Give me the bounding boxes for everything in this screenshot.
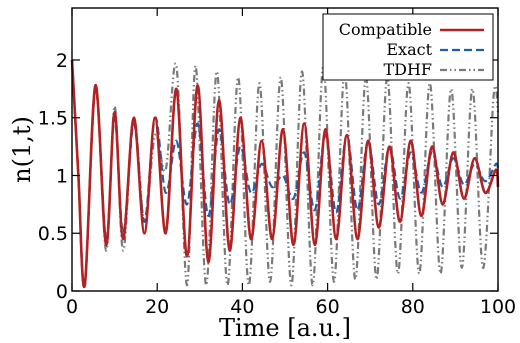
x-tick-label: 0 — [66, 296, 78, 318]
x-tick-label: 100 — [480, 296, 516, 318]
series-line-compatible — [70, 59, 500, 289]
y-tick-label: 0 — [56, 281, 68, 303]
y-axis-title: n(1,t) — [8, 116, 36, 183]
y-tick-label: 2 — [56, 50, 68, 72]
y-tick-label: 0.5 — [38, 223, 68, 245]
x-tick-label: 20 — [145, 296, 169, 318]
legend-label-exact: Exact — [386, 40, 432, 59]
x-axis-title: Time [a.u.] — [219, 314, 351, 342]
axis-ticks: 0 20 40 60 80 100 0 0.5 1 1.5 2 — [38, 8, 516, 318]
legend-label-compatible: Compatible — [339, 20, 432, 39]
plot-frame — [71, 7, 499, 292]
series-line-exact — [70, 59, 500, 288]
x-tick-label: 60 — [316, 296, 340, 318]
legend-label-tdhf: TDHF — [383, 60, 432, 79]
y-tick-label: 1.5 — [38, 108, 68, 130]
series-line-tdhf — [70, 59, 500, 289]
x-tick-label: 80 — [401, 296, 425, 318]
x-tick-label: 40 — [230, 296, 254, 318]
plot-lines — [70, 59, 500, 289]
y-tick-label: 1 — [56, 165, 68, 187]
